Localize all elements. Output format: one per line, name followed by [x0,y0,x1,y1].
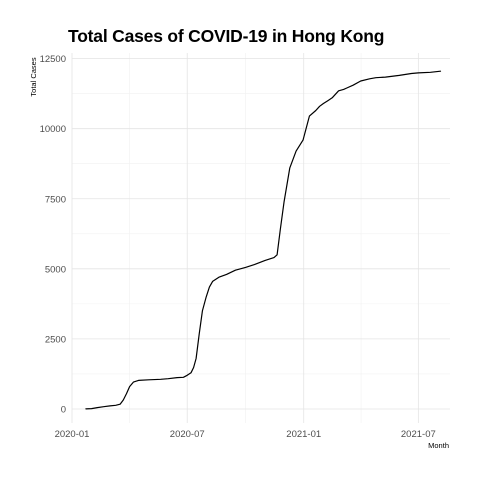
x-tick-label: 2021-01 [286,429,321,440]
y-tick-label: 7500 [45,194,66,205]
y-axis-label: Total Cases [29,57,38,96]
y-tick-label: 2500 [45,334,66,345]
y-tick-labels: 0 2500 5000 7500 10000 12500 [40,54,66,415]
x-tick-labels: 2020-01 2020-07 2021-01 2021-07 [55,429,436,440]
chart-title: Total Cases of COVID-19 in Hong Kong [68,26,385,46]
x-tick-label: 2020-07 [170,429,205,440]
x-tick-label: 2020-01 [55,429,90,440]
x-tick-label: 2021-07 [401,429,436,440]
total-cases-line [85,70,442,410]
y-tick-label: 0 [61,404,66,415]
minor-gridlines [72,53,450,423]
y-tick-label: 12500 [40,54,66,65]
y-tick-label: 5000 [45,264,66,275]
y-tick-label: 10000 [40,124,66,135]
x-axis-label: Month [428,441,449,450]
major-gridlines [71,53,450,423]
